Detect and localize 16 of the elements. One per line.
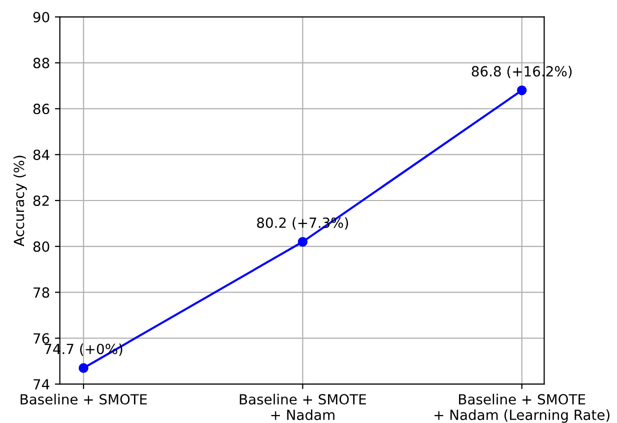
y-tick-label: 82: [33, 195, 49, 206]
y-tick-label: 80: [33, 241, 50, 252]
point: [298, 236, 308, 247]
y-axis-title: Accuracy (%): [13, 156, 27, 246]
y-tick-label: 84: [33, 150, 50, 160]
y-tick-label: 86: [33, 104, 50, 114]
y-tick-label: 90: [33, 12, 50, 22]
x-tick-label: Baseline + SMOTE: [20, 394, 147, 405]
y-tick-label: 74: [34, 379, 50, 390]
y-tick-label: 76: [34, 333, 50, 344]
y-tick-label: 78: [34, 287, 50, 298]
point: [78, 363, 88, 373]
y-tick-label: 88: [33, 58, 50, 68]
x-tick-label: Baseline + SMOTE + Nadam: [240, 394, 366, 420]
point: [516, 85, 527, 96]
x-tick-label: Baseline + SMOTE + Nadam (Learning Rate): [434, 394, 610, 423]
